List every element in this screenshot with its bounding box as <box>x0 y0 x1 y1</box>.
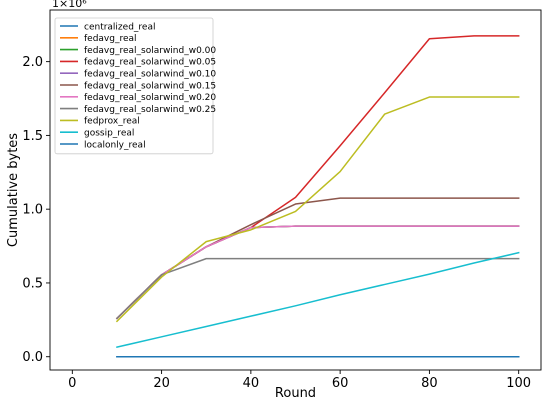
x-tick-label: 40 <box>243 376 260 391</box>
series-line-4 <box>115 225 520 320</box>
legend-label: centralized_real <box>84 22 155 32</box>
series-layer <box>115 35 520 358</box>
legend-label: gossip_real <box>84 129 134 139</box>
x-tick-label: 80 <box>421 376 438 391</box>
legend-label: fedavg_real_solarwind_w0.20 <box>84 93 216 103</box>
x-tick-label: 0 <box>68 376 76 391</box>
x-axis: 0 20 40 60 80 100 <box>68 370 531 391</box>
series-line-2 <box>115 225 520 320</box>
series-line-8 <box>115 96 520 323</box>
series-line-9 <box>116 251 520 349</box>
legend-label: fedavg_real_solarwind_w0.10 <box>84 70 216 80</box>
y-tick-label: 0.0 <box>22 350 43 365</box>
series-line-6 <box>115 225 520 320</box>
legend-label: fedavg_real_solarwind_w0.00 <box>84 46 216 56</box>
x-tick-label: 100 <box>506 376 531 391</box>
y-tick-label: 2.0 <box>22 55 43 70</box>
legend: centralized_real fedavg_real fedavg_real_s… <box>54 17 216 155</box>
y-offset-text: 1×10⁶ <box>52 0 87 10</box>
y-tick-label: 1.5 <box>22 129 43 144</box>
y-tick-label: 0.5 <box>22 276 43 291</box>
legend-label: fedavg_real_solarwind_w0.25 <box>84 105 216 115</box>
y-tick-label: 1.0 <box>22 203 43 218</box>
y-axis-label: Cumulative bytes <box>6 133 21 247</box>
series-line-1 <box>115 225 520 320</box>
x-tick-label: 60 <box>332 376 349 391</box>
legend-frame <box>54 17 214 155</box>
legend-label: fedavg_real <box>84 34 137 44</box>
plot-frame <box>49 9 542 371</box>
legend-label: localonly_real <box>84 140 146 150</box>
y-axis: 0.0 0.5 1.0 1.5 2.0 <box>22 55 50 365</box>
legend-label: fedavg_real_solarwind_w0.05 <box>84 58 216 68</box>
legend-label: fedprox_real <box>84 117 140 127</box>
series-line-7 <box>115 257 520 320</box>
x-axis-label: Round <box>275 386 316 401</box>
x-tick-label: 20 <box>153 376 170 391</box>
legend-label: fedavg_real_solarwind_w0.15 <box>84 81 216 91</box>
